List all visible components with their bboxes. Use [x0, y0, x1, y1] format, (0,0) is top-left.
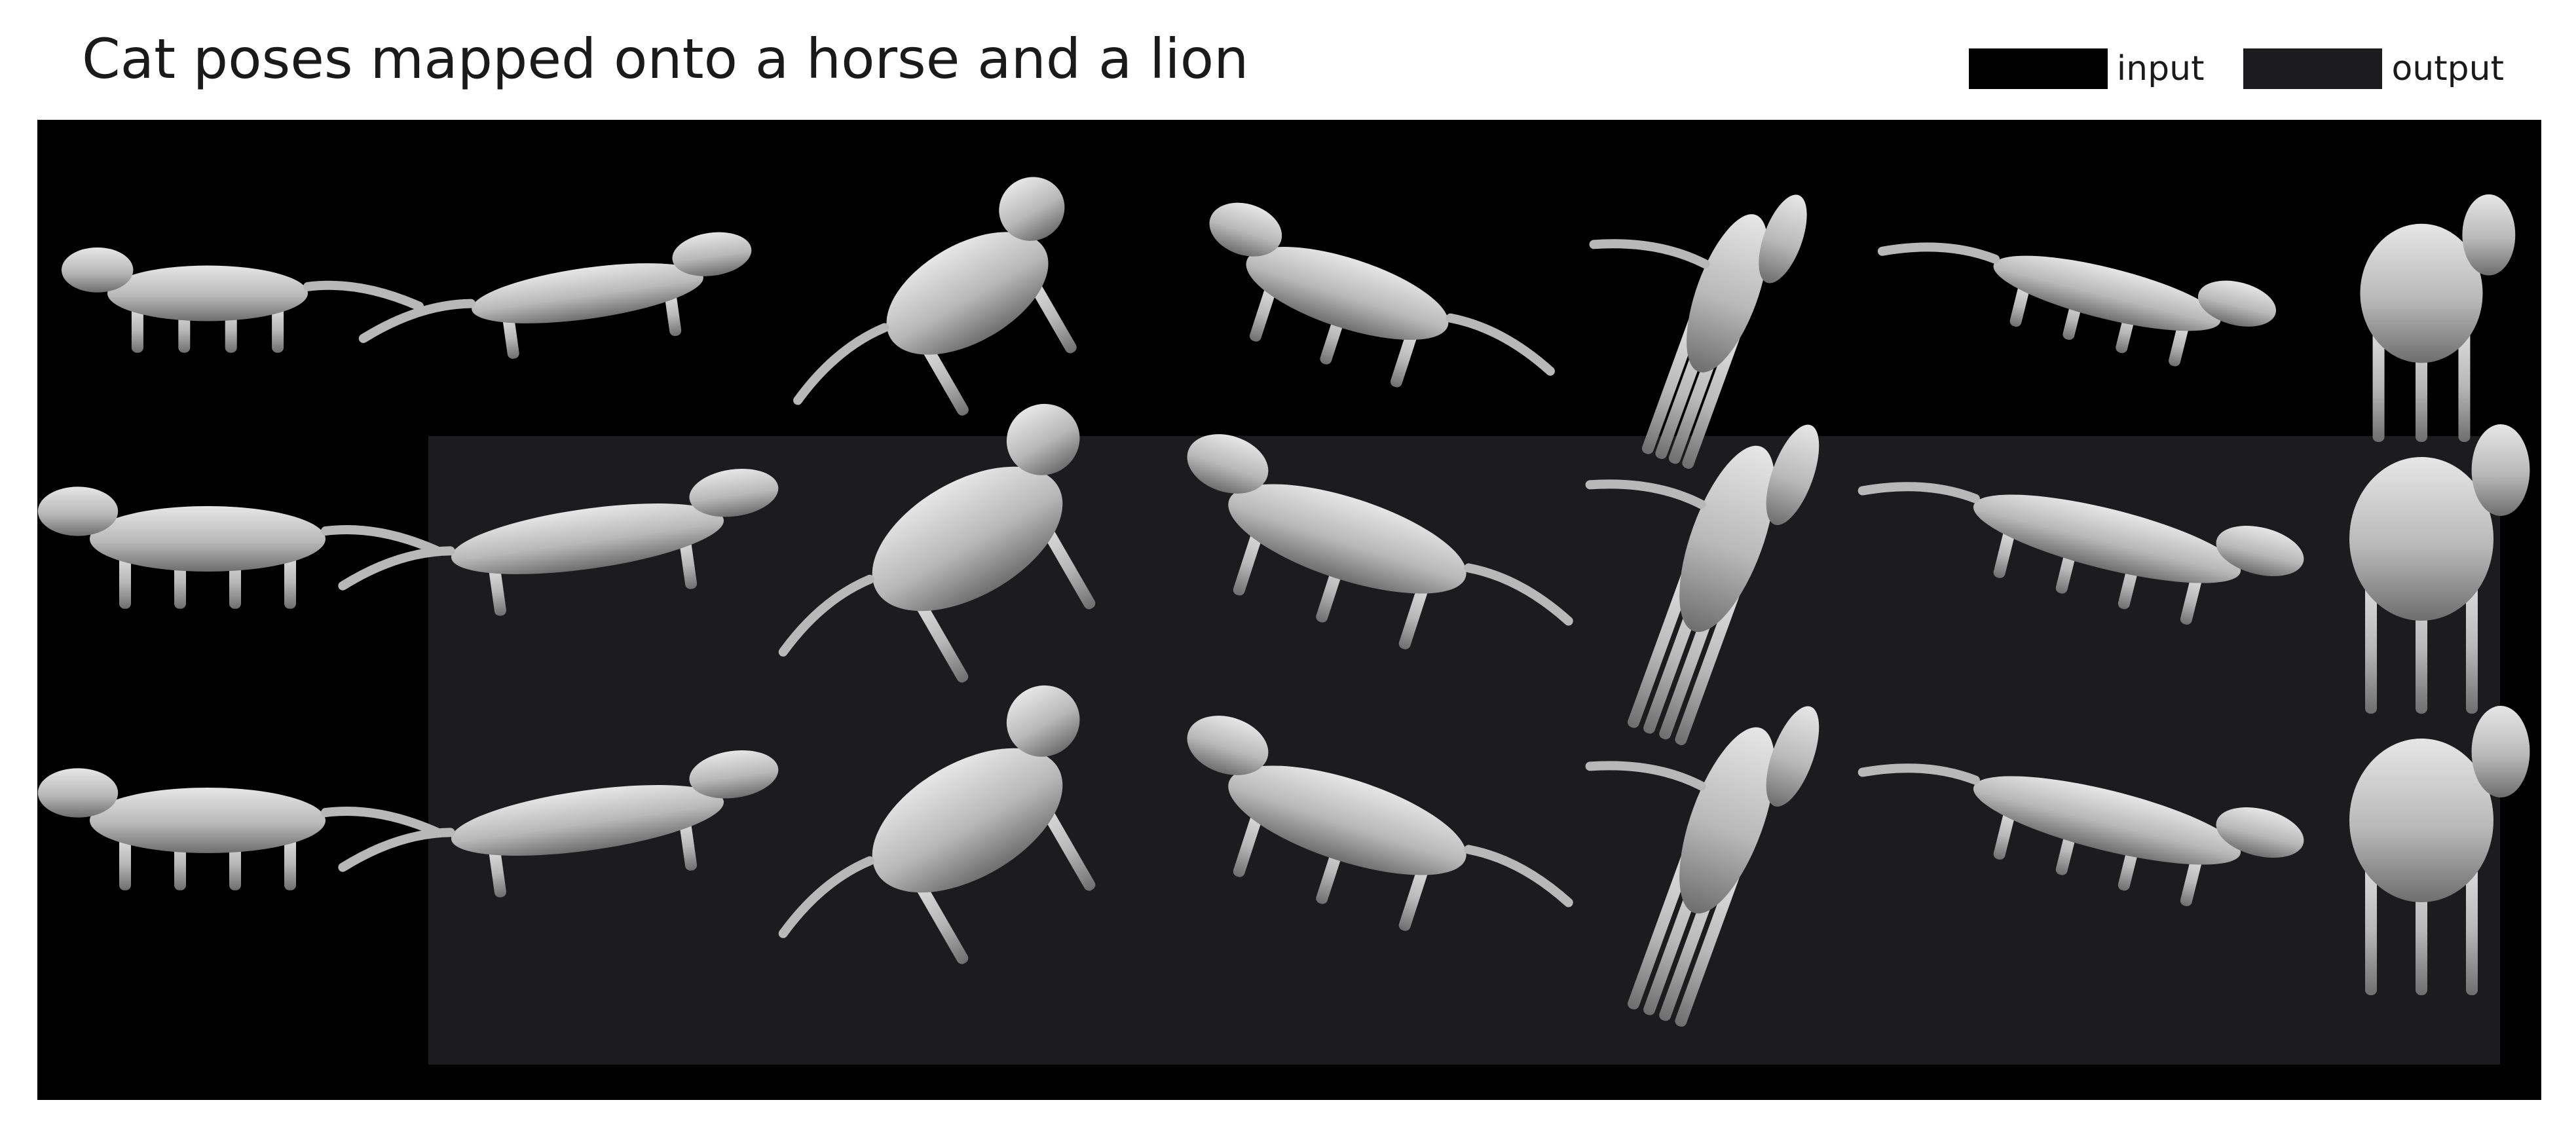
cat-curled-model [1209, 202, 1555, 388]
cat-sitting-grooming-model [2360, 194, 2516, 442]
horse-stretching-model [1857, 482, 2304, 625]
legend: input output [1930, 46, 2504, 92]
lion-stretching-model [1857, 763, 2304, 907]
legend-swatch-input [1968, 48, 2108, 89]
horse-standing-model [37, 486, 441, 609]
horse-sitting-model [778, 403, 1096, 683]
pose-grid [37, 177, 2530, 1027]
horse-curled-model [1187, 434, 1573, 649]
lion-sitting-grooming-model [2349, 706, 2530, 995]
cat-standing-model [61, 247, 424, 353]
cat-sitting-model [793, 177, 1077, 416]
cat-lying-model [358, 232, 752, 359]
lion-leaping-up-model [1585, 706, 1820, 1027]
lion-sitting-model [778, 685, 1096, 964]
horse-lying-model [338, 469, 779, 616]
legend-label-output: output [2391, 49, 2504, 88]
cat-leaping-up-model [1589, 194, 1807, 469]
legend-item-output: output [2243, 48, 2504, 89]
lion-standing-model [37, 768, 441, 890]
legend-label-input: input [2116, 49, 2205, 88]
lion-lying-model [338, 750, 779, 898]
lion-curled-model [1187, 716, 1573, 931]
legend-swatch-output [2243, 48, 2383, 89]
cat-stretching-model [1877, 242, 2276, 367]
horse-sitting-grooming-model [2349, 424, 2530, 714]
horse-leaping-up-model [1585, 424, 1820, 746]
legend-item-input: input [1968, 48, 2205, 89]
render-panel [37, 120, 2541, 1100]
figure-title: Cat poses mapped onto a horse and a lion [82, 27, 1249, 91]
